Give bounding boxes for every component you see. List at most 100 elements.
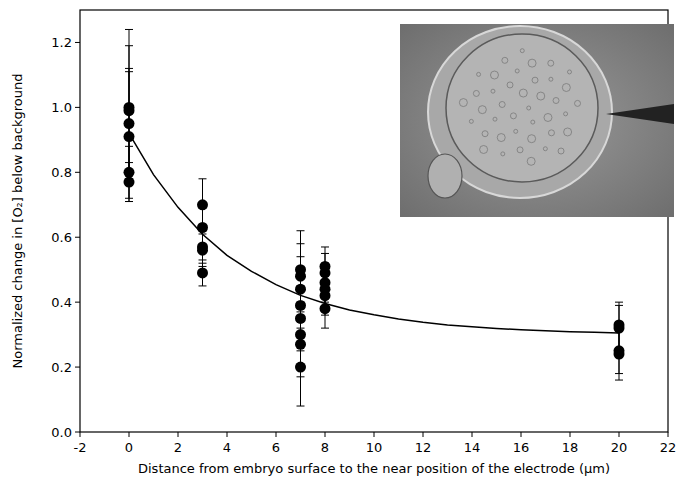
granule (548, 130, 554, 136)
x-tick-label: 6 (272, 440, 280, 455)
granule (473, 90, 479, 96)
data-point (295, 300, 306, 311)
granule (507, 82, 513, 88)
data-point (197, 267, 208, 278)
granule (553, 98, 559, 104)
granule (548, 60, 554, 66)
x-tick (668, 432, 669, 437)
data-point (320, 267, 331, 278)
granule (510, 113, 516, 119)
y-tick (75, 302, 80, 303)
granule (497, 134, 505, 142)
chart: -202468101214161820220.00.20.40.60.81.01… (0, 0, 681, 479)
granule (527, 157, 535, 165)
data-point (295, 271, 306, 282)
x-tick-label: -2 (74, 440, 87, 455)
y-tick-label: 1.2 (51, 35, 72, 50)
x-tick-label: 22 (660, 440, 677, 455)
granule (519, 89, 527, 97)
data-point (295, 313, 306, 324)
data-point (124, 167, 135, 178)
granule (544, 113, 552, 121)
x-tick-label: 12 (415, 440, 432, 455)
x-tick (178, 432, 179, 437)
y-tick (75, 432, 80, 433)
y-tick-label: 0.6 (51, 230, 72, 245)
x-tick (570, 432, 571, 437)
data-point (614, 323, 625, 334)
data-point (295, 339, 306, 350)
x-tick (325, 432, 326, 437)
granule (520, 49, 524, 53)
granule (482, 131, 488, 137)
y-tick (75, 107, 80, 108)
granule (567, 70, 571, 74)
data-point (614, 349, 625, 360)
x-tick-label: 20 (611, 440, 628, 455)
y-tick (75, 42, 80, 43)
x-tick (619, 432, 620, 437)
granule (575, 100, 581, 106)
x-tick (227, 432, 228, 437)
granule (493, 117, 497, 121)
y-tick-label: 0.2 (51, 360, 72, 375)
inset-image (400, 24, 674, 217)
granule (480, 145, 488, 153)
x-tick-label: 0 (125, 440, 133, 455)
plot-area (124, 29, 625, 406)
granule (491, 89, 495, 93)
fit-curve (129, 133, 619, 333)
x-tick (423, 432, 424, 437)
x-tick-label: 2 (174, 440, 182, 455)
granule (528, 135, 536, 143)
granule (564, 112, 568, 116)
y-tick (75, 367, 80, 368)
polar-body (428, 154, 462, 198)
granule (502, 57, 508, 63)
data-point (197, 199, 208, 210)
y-tick-label: 0.8 (51, 165, 72, 180)
electrode (606, 104, 674, 124)
x-tick-label: 10 (366, 440, 383, 455)
granule (459, 99, 467, 107)
granule (558, 148, 564, 154)
granule (490, 71, 498, 79)
inset-background (400, 24, 674, 217)
data-point (295, 362, 306, 373)
granule (543, 147, 547, 151)
granule (532, 77, 538, 83)
y-tick (75, 237, 80, 238)
data-point (320, 290, 331, 301)
granule (537, 92, 545, 100)
y-axis-title: Normalized change in [O₂] below backgrou… (10, 73, 25, 368)
data-point (124, 118, 135, 129)
granule (562, 84, 570, 92)
granule (469, 119, 473, 123)
data-point (197, 245, 208, 256)
data-point (124, 105, 135, 116)
x-axis-title: Distance from embryo surface to the near… (138, 461, 610, 476)
x-tick (374, 432, 375, 437)
zona (428, 26, 612, 198)
x-tick-label: 16 (513, 440, 530, 455)
granule (478, 106, 486, 114)
x-tick (129, 432, 130, 437)
granule (501, 152, 505, 156)
embryo (446, 34, 598, 182)
granule (564, 128, 572, 136)
data-point (124, 177, 135, 188)
data-point (295, 329, 306, 340)
y-tick-label: 0.0 (51, 425, 72, 440)
x-tick-label: 8 (321, 440, 329, 455)
y-tick-label: 1.0 (51, 100, 72, 115)
granule (527, 106, 531, 110)
data-point (197, 222, 208, 233)
granule (514, 129, 518, 133)
x-tick-label: 14 (464, 440, 481, 455)
x-tick-label: 18 (562, 440, 579, 455)
plot-frame (80, 10, 668, 432)
granule (549, 77, 553, 81)
x-tick-label: 4 (223, 440, 231, 455)
x-tick (472, 432, 473, 437)
granule (517, 147, 523, 153)
